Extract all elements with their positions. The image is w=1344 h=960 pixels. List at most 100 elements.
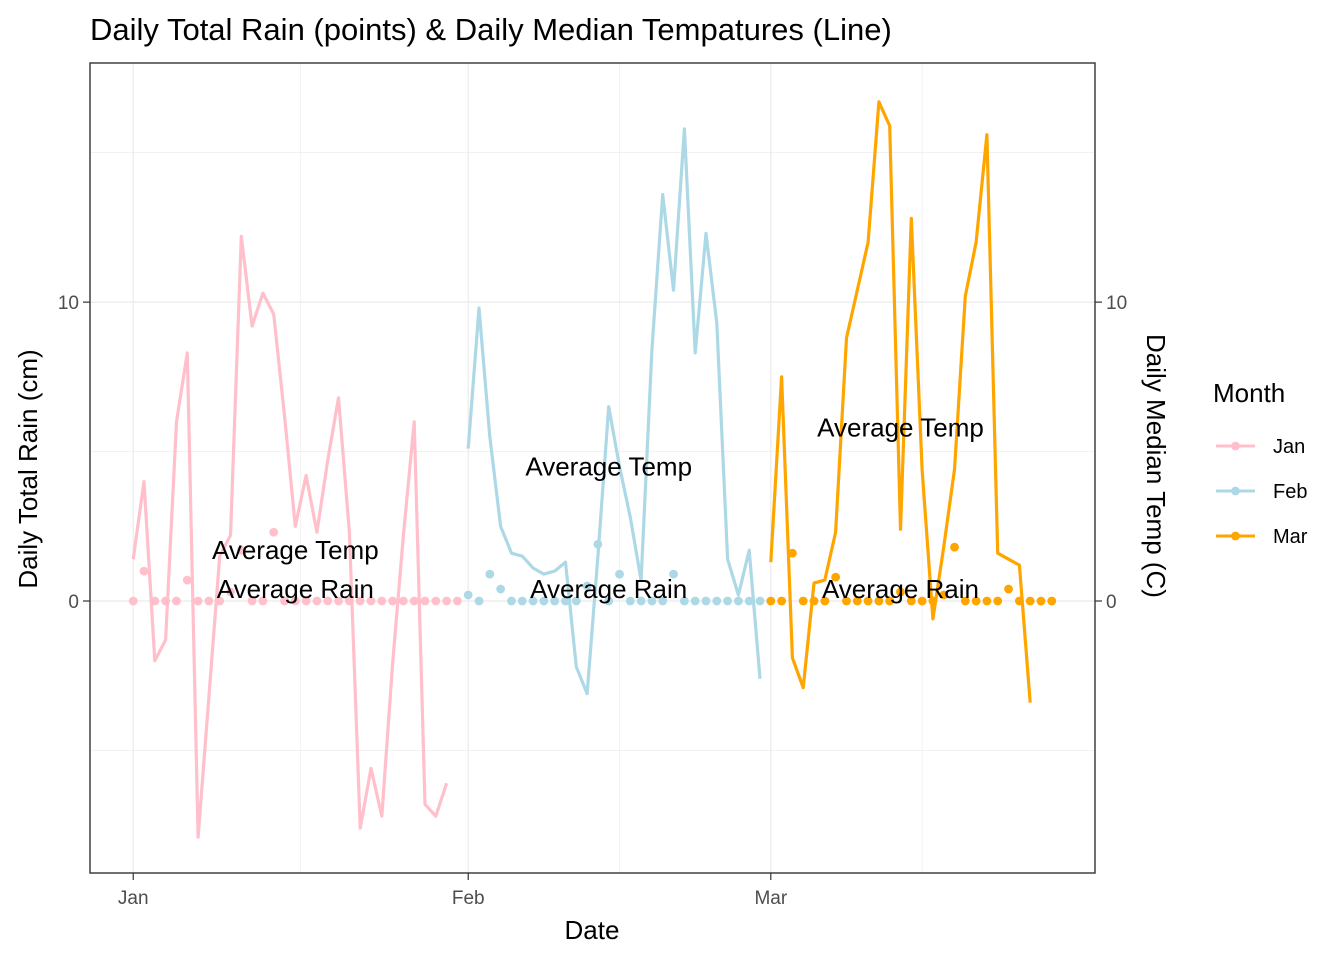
rain-point [355, 596, 365, 606]
rain-point [485, 569, 495, 579]
x-tick-label: Jan [118, 888, 149, 909]
rain-point [290, 596, 300, 606]
rain-point [960, 596, 970, 606]
rain-point [679, 596, 689, 606]
rain-point [269, 527, 279, 537]
annotation-feb: Average Rain [530, 574, 687, 604]
rain-point [431, 596, 441, 606]
series-layer [128, 100, 1057, 839]
rain-point [863, 596, 873, 606]
rain-point [280, 596, 289, 606]
rain-point [928, 596, 938, 606]
rain-point [723, 596, 732, 606]
rain-point [312, 596, 322, 606]
rain-point [247, 596, 257, 606]
rain-point [755, 596, 765, 606]
annotation-jan: Average Temp [212, 535, 379, 565]
rain-point [658, 596, 668, 606]
legend-label: Jan [1273, 436, 1305, 458]
rain-point [917, 596, 927, 606]
rain-point [971, 596, 981, 606]
legend-key-point [1231, 486, 1240, 496]
rain-point [1025, 596, 1035, 606]
temp-line-mar [769, 100, 1032, 703]
rain-point [1047, 596, 1057, 606]
rain-point [507, 596, 516, 606]
legend-label: Feb [1273, 481, 1307, 503]
rain-point [1004, 584, 1013, 594]
rain-point [442, 596, 452, 606]
legend-key-point [1231, 441, 1240, 451]
rain-point [669, 569, 678, 579]
legend-item-mar: Mar [1216, 526, 1308, 548]
rain-point [377, 596, 387, 606]
rain-point [1036, 596, 1046, 606]
x-tick-label: Feb [452, 888, 485, 909]
rain-point [636, 596, 646, 606]
rain-point [161, 596, 171, 606]
rain-point [744, 596, 754, 606]
rain-point [712, 596, 722, 606]
y-axis-title: Daily Total Rain (cm) [13, 349, 43, 588]
y-right-tick-label: 10 [1106, 293, 1127, 314]
rain-point [344, 596, 354, 606]
legend: Month Jan Feb Mar [1213, 378, 1308, 548]
rain-point [128, 596, 138, 606]
y-axis-right-title: Daily Median Temp (C) [1141, 334, 1171, 598]
rain-point [496, 584, 506, 594]
rain-point [625, 596, 635, 606]
y-right-tick-label: 0 [1106, 592, 1117, 613]
rain-point [582, 581, 592, 591]
rain-point [550, 596, 560, 606]
legend-title: Month [1213, 378, 1285, 408]
rain-point [701, 596, 711, 606]
rain-point [215, 596, 225, 606]
rain-point [950, 542, 959, 552]
rain-point [366, 596, 376, 606]
rain-point [820, 596, 830, 606]
series-mar [766, 100, 1057, 703]
axes: 0 10 0 10 Jan Feb Mar [58, 293, 1127, 909]
rain-point [204, 596, 214, 606]
legend-item-feb: Feb [1216, 481, 1307, 503]
rain-point [733, 596, 743, 606]
rain-point [150, 596, 160, 606]
rain-point [388, 596, 397, 606]
temp-line-jan [131, 234, 449, 839]
rain-point [604, 596, 614, 606]
rain-point [766, 596, 776, 606]
rain-point [777, 596, 787, 606]
rain-point [193, 596, 203, 606]
rain-point [236, 545, 246, 555]
rain-point [420, 596, 430, 606]
rain-point [539, 596, 549, 606]
rain-point [798, 596, 808, 606]
rain-point [301, 596, 311, 606]
x-tick-label: Mar [754, 888, 787, 909]
rain-point [831, 572, 841, 582]
rain-point [323, 596, 333, 606]
rain-point [874, 596, 884, 606]
rain-point [993, 596, 1003, 606]
rain-point [517, 596, 527, 606]
rain-point [690, 596, 700, 606]
rain-point [182, 575, 192, 585]
rain-point [593, 539, 603, 549]
rain-point [139, 566, 149, 576]
annotation-layer: Average Temp Average Rain Average Temp Aver… [212, 413, 984, 604]
rain-point [809, 596, 819, 606]
rain-point [474, 596, 484, 606]
rain-point [906, 596, 916, 606]
rain-point [615, 569, 624, 579]
series-feb [463, 127, 765, 696]
rain-point [398, 596, 408, 606]
rain-point [842, 596, 851, 606]
rain-point [172, 596, 181, 606]
annotation-mar: Average Rain [822, 574, 979, 604]
rain-point [571, 596, 581, 606]
legend-label: Mar [1273, 526, 1308, 548]
rain-point [528, 596, 538, 606]
annotation-jan: Average Rain [217, 574, 374, 604]
annotation-feb: Average Temp [525, 451, 692, 481]
